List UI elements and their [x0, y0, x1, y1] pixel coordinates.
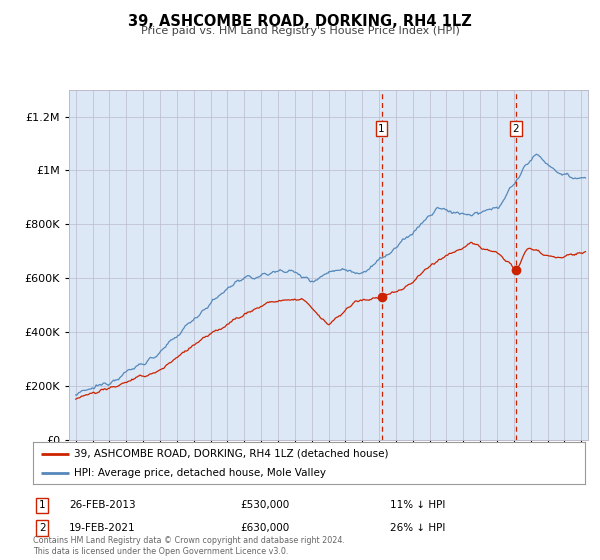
Text: 19-FEB-2021: 19-FEB-2021	[69, 523, 136, 533]
Text: 39, ASHCOMBE ROAD, DORKING, RH4 1LZ (detached house): 39, ASHCOMBE ROAD, DORKING, RH4 1LZ (det…	[74, 449, 389, 459]
Text: 26% ↓ HPI: 26% ↓ HPI	[390, 523, 445, 533]
Text: £530,000: £530,000	[240, 500, 289, 510]
Text: 1: 1	[378, 124, 385, 134]
Text: 1: 1	[39, 500, 46, 510]
Text: Contains HM Land Registry data © Crown copyright and database right 2024.
This d: Contains HM Land Registry data © Crown c…	[33, 536, 345, 556]
Text: Price paid vs. HM Land Registry's House Price Index (HPI): Price paid vs. HM Land Registry's House …	[140, 26, 460, 36]
Text: 26-FEB-2013: 26-FEB-2013	[69, 500, 136, 510]
Text: 2: 2	[39, 523, 46, 533]
Text: 39, ASHCOMBE ROAD, DORKING, RH4 1LZ: 39, ASHCOMBE ROAD, DORKING, RH4 1LZ	[128, 14, 472, 29]
Text: HPI: Average price, detached house, Mole Valley: HPI: Average price, detached house, Mole…	[74, 468, 326, 478]
Text: 2: 2	[513, 124, 520, 134]
Text: £630,000: £630,000	[240, 523, 289, 533]
Text: 11% ↓ HPI: 11% ↓ HPI	[390, 500, 445, 510]
